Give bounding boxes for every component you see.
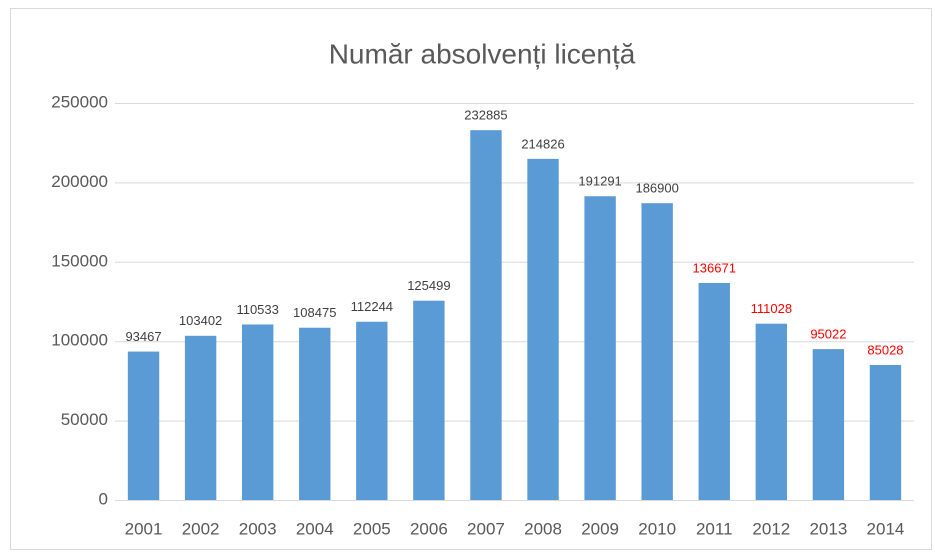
y-tick-label: 200000 <box>51 172 108 191</box>
bar <box>127 351 160 500</box>
bar <box>356 321 388 500</box>
x-tick-label: 2007 <box>467 519 505 538</box>
x-tick-label: 2014 <box>867 519 905 538</box>
x-tick-label: 2002 <box>182 519 220 538</box>
data-label: 214826 <box>521 136 564 151</box>
x-tick-label: 2008 <box>524 519 562 538</box>
y-tick-label: 0 <box>99 489 108 508</box>
bar <box>869 364 902 500</box>
x-tick-label: 2013 <box>809 519 847 538</box>
data-label: 186900 <box>635 181 678 196</box>
bar <box>527 158 559 500</box>
bar <box>698 282 730 500</box>
bar <box>812 349 845 500</box>
data-label: 110533 <box>236 302 278 317</box>
x-tick-label: 2012 <box>752 519 790 538</box>
data-label: 93467 <box>125 329 161 344</box>
bar <box>584 196 616 500</box>
y-tick-label: 100000 <box>51 331 108 350</box>
bar <box>641 203 673 500</box>
x-tick-label: 2006 <box>410 519 448 538</box>
data-label: 103402 <box>179 313 222 328</box>
bar <box>299 327 331 500</box>
x-tick-label: 2005 <box>353 519 391 538</box>
bar <box>413 300 445 500</box>
data-label: 125499 <box>407 278 450 293</box>
data-label: 85028 <box>867 342 903 357</box>
y-tick-label: 150000 <box>51 251 108 270</box>
y-tick-label: 250000 <box>51 92 108 111</box>
data-label: 95022 <box>810 327 846 342</box>
x-tick-label: 2010 <box>638 519 676 538</box>
bar <box>184 335 217 500</box>
y-tick-label: 50000 <box>61 410 108 429</box>
x-tick-label: 2001 <box>125 519 163 538</box>
x-tick-label: 2011 <box>696 519 733 538</box>
data-label: 191291 <box>578 174 621 189</box>
bar <box>470 130 502 500</box>
data-label: 136671 <box>693 260 736 275</box>
data-label: 108475 <box>293 305 336 320</box>
data-label: 111028 <box>751 301 792 316</box>
bar <box>755 323 788 500</box>
data-label: 112244 <box>351 299 393 314</box>
data-label: 232885 <box>464 108 507 123</box>
bar <box>241 324 274 500</box>
x-tick-label: 2003 <box>239 519 277 538</box>
x-tick-label: 2004 <box>296 519 334 538</box>
x-tick-label: 2009 <box>581 519 619 538</box>
chart-title: Număr absolvenți licență <box>329 38 636 69</box>
